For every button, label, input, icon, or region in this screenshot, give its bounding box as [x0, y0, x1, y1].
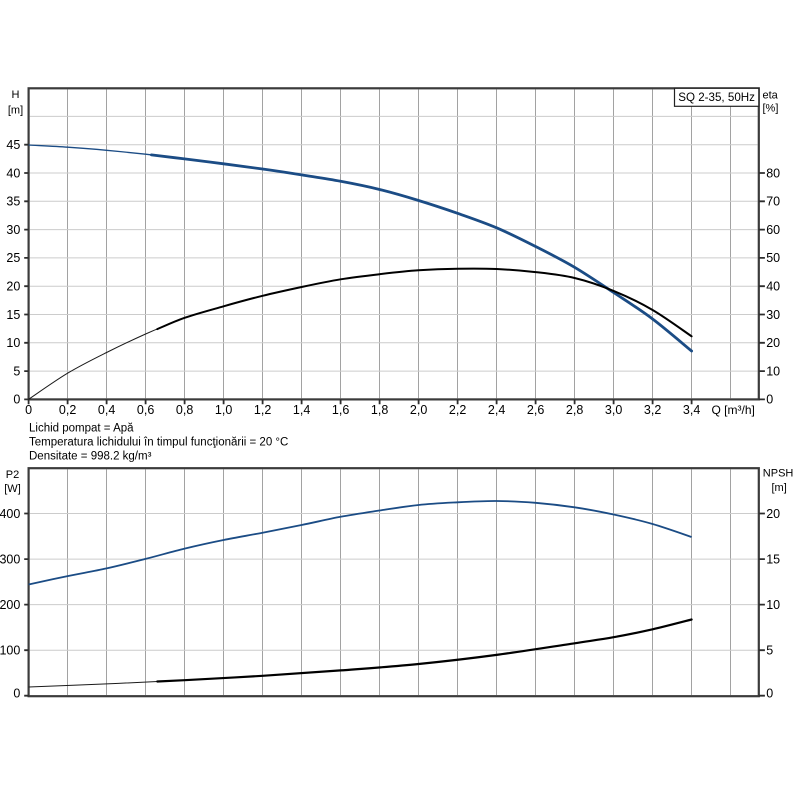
svg-text:2,6: 2,6	[527, 403, 544, 417]
svg-text:0,6: 0,6	[137, 403, 154, 417]
svg-text:[m]: [m]	[772, 482, 787, 494]
svg-text:200: 200	[0, 598, 20, 612]
svg-text:25: 25	[6, 251, 20, 265]
svg-text:10: 10	[766, 364, 780, 378]
svg-text:0,2: 0,2	[59, 403, 76, 417]
svg-text:1,0: 1,0	[215, 403, 232, 417]
svg-text:[W]: [W]	[4, 483, 21, 495]
svg-text:3,2: 3,2	[644, 403, 661, 417]
svg-text:100: 100	[0, 644, 20, 658]
svg-text:3,0: 3,0	[605, 403, 622, 417]
svg-text:50: 50	[766, 251, 780, 265]
svg-text:80: 80	[766, 166, 780, 180]
svg-text:1,6: 1,6	[332, 403, 349, 417]
svg-text:35: 35	[6, 195, 20, 209]
svg-text:2,4: 2,4	[488, 403, 505, 417]
svg-text:Lichid pompat = Apă: Lichid pompat = Apă	[29, 422, 134, 434]
svg-text:40: 40	[6, 166, 20, 180]
svg-text:400: 400	[0, 507, 20, 521]
svg-text:5: 5	[13, 364, 20, 378]
svg-text:20: 20	[766, 336, 780, 350]
svg-text:15: 15	[766, 552, 780, 566]
svg-text:SQ 2-35, 50Hz: SQ 2-35, 50Hz	[678, 91, 755, 104]
svg-text:3,4: 3,4	[683, 403, 700, 417]
svg-text:Densitate = 998.2 kg/m³: Densitate = 998.2 kg/m³	[29, 451, 152, 463]
svg-text:1,2: 1,2	[254, 403, 271, 417]
svg-text:30: 30	[6, 223, 20, 237]
svg-text:10: 10	[6, 336, 20, 350]
svg-text:1,4: 1,4	[293, 403, 310, 417]
svg-text:H: H	[12, 89, 20, 101]
svg-text:1,8: 1,8	[371, 403, 388, 417]
svg-text:NPSH: NPSH	[763, 468, 794, 480]
svg-text:2,8: 2,8	[566, 403, 583, 417]
svg-text:2,2: 2,2	[449, 403, 466, 417]
svg-text:0: 0	[766, 687, 773, 701]
svg-text:20: 20	[6, 280, 20, 294]
svg-text:60: 60	[766, 223, 780, 237]
svg-text:40: 40	[766, 280, 780, 294]
svg-text:30: 30	[766, 308, 780, 322]
svg-text:45: 45	[6, 138, 20, 152]
svg-text:0: 0	[25, 403, 32, 417]
svg-text:2,0: 2,0	[410, 403, 427, 417]
svg-text:0,4: 0,4	[98, 403, 115, 417]
svg-text:[m]: [m]	[8, 104, 23, 116]
svg-text:P2: P2	[6, 469, 19, 481]
svg-text:0: 0	[13, 687, 20, 701]
svg-text:eta: eta	[763, 90, 779, 102]
svg-text:300: 300	[0, 552, 20, 566]
svg-text:15: 15	[6, 308, 20, 322]
svg-text:0,8: 0,8	[176, 403, 193, 417]
svg-text:Q [m³/h]: Q [m³/h]	[712, 403, 755, 417]
svg-text:[%]: [%]	[763, 103, 779, 115]
svg-text:0: 0	[13, 393, 20, 407]
svg-text:70: 70	[766, 195, 780, 209]
svg-text:10: 10	[766, 598, 780, 612]
svg-text:20: 20	[766, 507, 780, 521]
svg-text:5: 5	[766, 644, 773, 658]
svg-text:Temperatura lichidului în timp: Temperatura lichidului în timpul funcţio…	[29, 436, 288, 448]
svg-text:0: 0	[766, 393, 773, 407]
